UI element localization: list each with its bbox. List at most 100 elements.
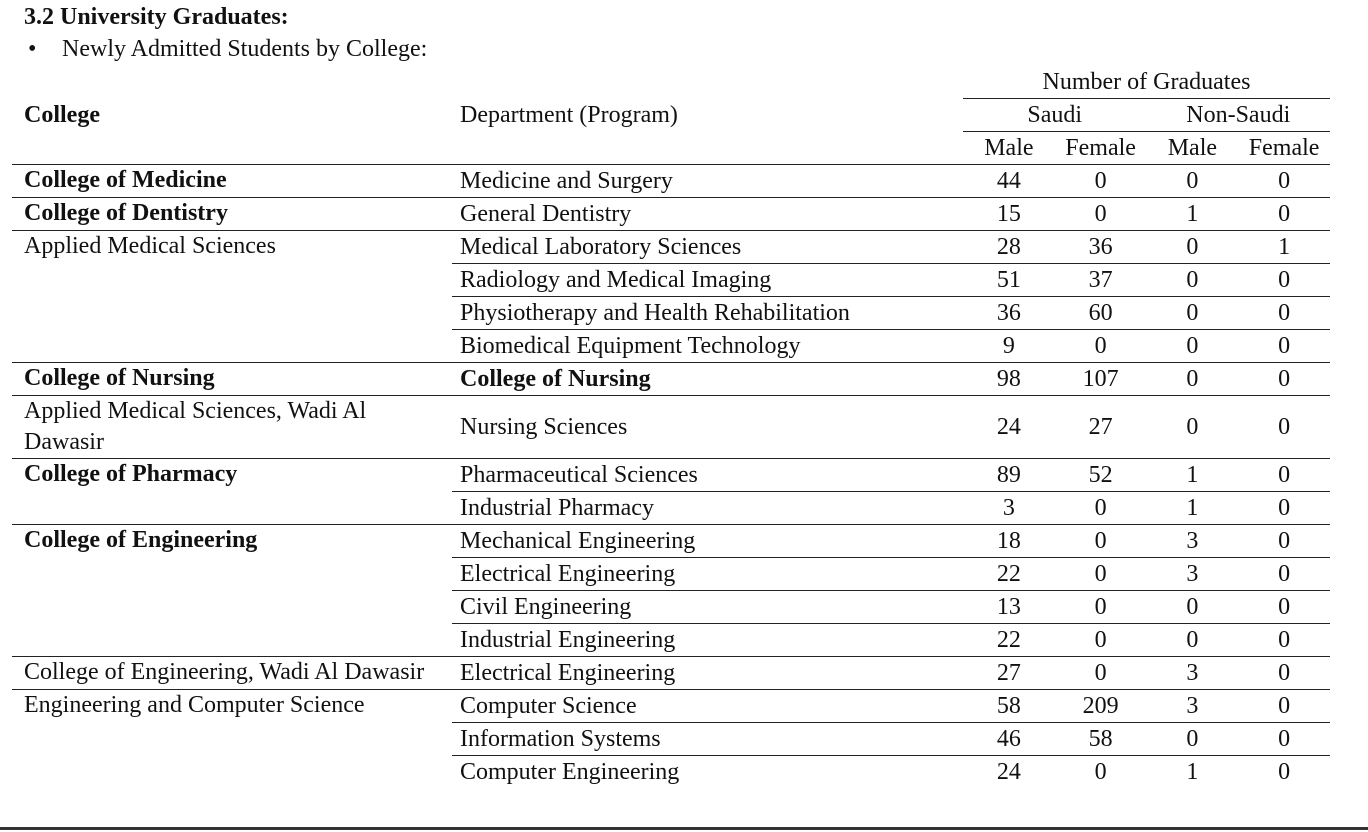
count-cell: 58 [963, 689, 1055, 723]
count-cell: 22 [963, 623, 1055, 657]
super-header: Number of Graduates [963, 66, 1330, 99]
sub-header: Female [1065, 134, 1136, 161]
count-cell: 0 [1054, 590, 1147, 624]
college-cell: College of Dentistry [12, 197, 452, 231]
count-cell: 0 [1238, 590, 1330, 624]
section-heading: 3.2 University Graduates: [24, 4, 289, 30]
table-row: Biomedical Equipment Technology 9 0 0 0 [12, 329, 1330, 363]
count-cell: 0 [1238, 395, 1330, 459]
table-row: Industrial Engineering 22 0 0 0 [12, 623, 1330, 657]
table-row: Industrial Pharmacy 3 0 1 0 [12, 491, 1330, 525]
college-cell: College of Medicine [12, 164, 452, 198]
count-cell: 1 [1146, 755, 1239, 788]
count-cell: 0 [1146, 590, 1239, 624]
count-cell: 0 [1146, 263, 1239, 297]
table-row: Engineering and Computer Science Computer… [12, 689, 1330, 788]
table-row: Physiotherapy and Health Rehabilitation 3… [12, 296, 1330, 330]
department-cell: Biomedical Equipment Technology [452, 329, 963, 363]
count-cell: 0 [1146, 329, 1239, 363]
count-cell: 0 [1238, 296, 1330, 330]
count-cell: 0 [1146, 623, 1239, 657]
department-cell: Physiotherapy and Health Rehabilitation [452, 296, 963, 330]
bullet-text: Newly Admitted Students by College: [62, 36, 428, 62]
count-cell: 0 [1146, 230, 1239, 264]
department-cell: Medical Laboratory Sciences [452, 230, 963, 264]
count-cell: 9 [963, 329, 1055, 363]
count-cell: 0 [1146, 296, 1239, 330]
count-cell: 22 [963, 557, 1055, 591]
count-cell: 27 [1054, 395, 1147, 459]
college-cell: College of Engineering, Wadi Al Dawasir [12, 656, 452, 690]
table-row: Applied Medical Sciences, Wadi Al Dawasi… [12, 395, 1330, 459]
count-cell: 52 [1054, 458, 1147, 492]
department-cell: Computer Science [452, 689, 963, 723]
count-cell: 0 [1238, 722, 1330, 756]
table-row: Applied Medical Sciences Medical Laborato… [12, 230, 1330, 363]
count-cell: 51 [963, 263, 1055, 297]
count-cell: 36 [1054, 230, 1147, 264]
count-cell: 0 [1054, 557, 1147, 591]
count-cell: 0 [1238, 164, 1330, 198]
table-row: Radiology and Medical Imaging 51 37 0 0 [12, 263, 1330, 297]
count-cell: 0 [1146, 362, 1239, 396]
count-cell: 44 [963, 164, 1055, 198]
count-cell: 0 [1146, 395, 1239, 459]
group-header: Non-Saudi [1146, 98, 1330, 132]
department-cell: Radiology and Medical Imaging [452, 263, 963, 297]
count-cell: 3 [1146, 524, 1239, 558]
count-cell: 0 [1238, 263, 1330, 297]
table-body: College of Medicine Medicine and Surgery 4… [12, 164, 1330, 788]
count-cell: 15 [963, 197, 1055, 231]
bullet-dot: • [28, 36, 37, 62]
count-cell: 98 [963, 362, 1055, 396]
table-row: College of Engineering, Wadi Al Dawasir E… [12, 656, 1330, 690]
department-cell: Pharmaceutical Sciences [452, 458, 963, 492]
count-cell: 3 [963, 491, 1055, 525]
count-cell: 1 [1238, 230, 1330, 264]
count-cell: 0 [1054, 623, 1147, 657]
count-cell: 3 [1146, 656, 1239, 690]
college-cell: Engineering and Computer Science [12, 689, 452, 788]
count-cell: 0 [1054, 524, 1147, 558]
count-cell: 28 [963, 230, 1055, 264]
count-cell: 0 [1146, 164, 1239, 198]
count-cell: 0 [1238, 524, 1330, 558]
count-cell: 0 [1238, 362, 1330, 396]
count-cell: 0 [1054, 197, 1147, 231]
table-row: College of Nursing College of Nursing 98 10… [12, 362, 1330, 396]
count-cell: 27 [963, 656, 1055, 690]
college-cell: College of Pharmacy [12, 458, 452, 525]
count-cell: 0 [1054, 491, 1147, 525]
count-cell: 60 [1054, 296, 1147, 330]
count-cell: 24 [963, 755, 1055, 788]
count-cell: 0 [1054, 329, 1147, 363]
count-cell: 0 [1238, 491, 1330, 525]
group-header: Saudi [963, 98, 1147, 132]
department-cell: Industrial Engineering [452, 623, 963, 657]
count-cell: 0 [1238, 656, 1330, 690]
college-cell: College of Nursing [12, 362, 452, 396]
sub-header: Male [984, 134, 1034, 161]
college-cell: College of Engineering [12, 524, 452, 657]
count-cell: 107 [1054, 362, 1147, 396]
count-cell: 0 [1238, 329, 1330, 363]
graduates-table: College Department (Program) Number of G… [12, 66, 1330, 788]
count-cell: 209 [1054, 689, 1147, 723]
count-cell: 0 [1054, 656, 1147, 690]
count-cell: 24 [963, 395, 1055, 459]
count-cell: 0 [1238, 689, 1330, 723]
table-row: College of Dentistry General Dentistry 15 0… [12, 197, 1330, 231]
count-cell: 3 [1146, 557, 1239, 591]
count-cell: 1 [1146, 458, 1239, 492]
count-cell: 0 [1146, 722, 1239, 756]
table-row: College of Pharmacy Pharmaceutical Scienc… [12, 458, 1330, 525]
count-cell: 0 [1054, 164, 1147, 198]
department-cell: Nursing Sciences [452, 395, 963, 459]
count-cell: 0 [1054, 755, 1147, 788]
count-cell: 0 [1238, 623, 1330, 657]
table-row: College of Medicine Medicine and Surgery 4… [12, 164, 1330, 198]
bullet-item: • Newly Admitted Students by College: [28, 34, 427, 64]
count-cell: 1 [1146, 491, 1239, 525]
department-cell: Information Systems [452, 722, 963, 756]
count-cell: 89 [963, 458, 1055, 492]
